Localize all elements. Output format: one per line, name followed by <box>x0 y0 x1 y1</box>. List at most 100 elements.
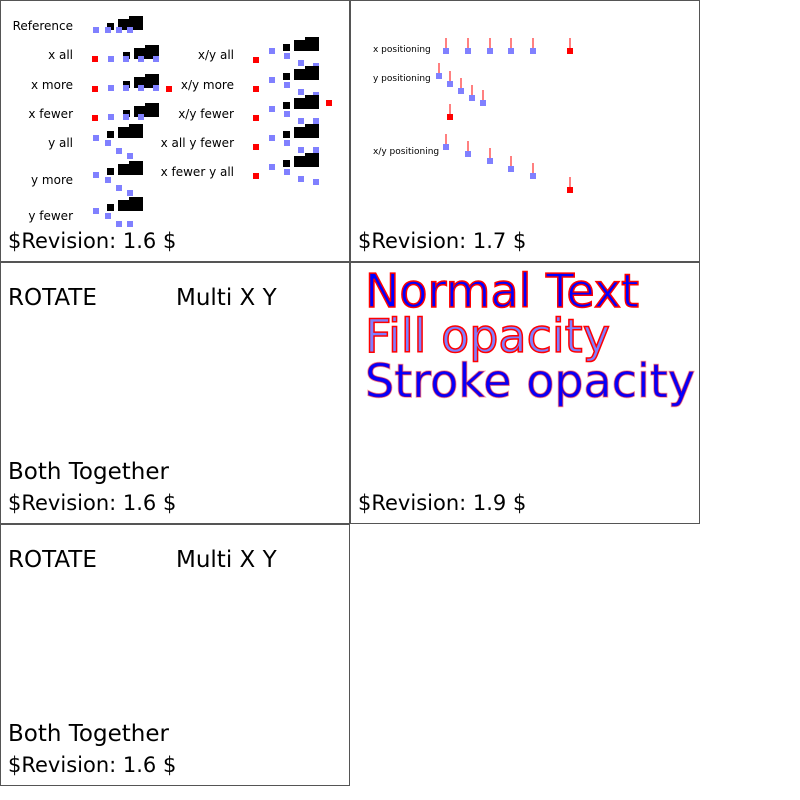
expected-marker <box>253 86 259 92</box>
position-marker <box>284 111 290 117</box>
position-marker <box>458 88 464 94</box>
position-marker <box>298 176 304 182</box>
glyph-square <box>118 200 129 211</box>
glyph-square <box>134 77 145 88</box>
expected-marker <box>567 187 573 193</box>
expected-marker <box>567 48 573 54</box>
glyph-square <box>294 40 305 51</box>
position-marker <box>138 56 144 62</box>
glyph-square <box>118 127 129 138</box>
glyph-square <box>283 73 290 80</box>
position-marker <box>123 56 129 62</box>
both-together-text: Both Together <box>8 459 169 485</box>
glyph-square <box>145 45 159 59</box>
stroke-opacity-text: Stroke opacity <box>365 354 695 408</box>
position-marker <box>465 48 471 54</box>
position-marker <box>530 173 536 179</box>
position-marker <box>138 114 144 120</box>
glyph-square <box>123 52 130 59</box>
position-marker <box>530 48 536 54</box>
label-xy-positioning: x/y positioning <box>373 147 439 157</box>
position-marker <box>443 144 449 150</box>
glyph-square <box>107 131 114 138</box>
glyph-square <box>134 48 145 59</box>
position-marker <box>105 177 111 183</box>
glyph-square <box>294 98 305 109</box>
glyph-square <box>145 103 159 117</box>
expected-marker <box>92 56 98 62</box>
label-y-fewer: y fewer <box>28 209 73 223</box>
label-x-all: x all <box>48 48 73 62</box>
glyph-square <box>118 164 129 175</box>
position-marker <box>436 73 442 79</box>
revision-label: $Revision: 1.9 $ <box>358 491 527 515</box>
position-marker <box>93 172 99 178</box>
revision-label: $Revision: 1.6 $ <box>8 491 177 515</box>
position-marker <box>108 114 114 120</box>
position-marker <box>298 118 304 124</box>
expected-marker <box>166 86 172 92</box>
revision-label: $Revision: 1.6 $ <box>8 229 177 253</box>
expected-marker <box>92 86 98 92</box>
position-marker <box>105 213 111 219</box>
revision-label: $Revision: 1.6 $ <box>8 753 177 777</box>
label-x-fewer: x fewer <box>28 107 73 121</box>
label-x-positioning: x positioning <box>373 45 431 55</box>
expected-marker <box>92 115 98 121</box>
glyph-square <box>118 19 129 30</box>
multi-xy-text: Multi X Y <box>176 285 277 311</box>
glyph-square <box>305 95 319 109</box>
expected-marker <box>253 173 259 179</box>
position-marker <box>508 166 514 172</box>
label-xy-fewer: x/y fewer <box>178 107 234 121</box>
test-panel-text-positioning: Reference x all x more x fewer y all y m… <box>0 0 350 262</box>
opacity-text-canvas: Normal Text Fill opacity Stroke opacity <box>364 263 696 409</box>
label-x-fewer-y-all: x fewer y all <box>161 165 234 179</box>
expected-marker <box>253 57 259 63</box>
position-marker <box>298 89 304 95</box>
position-marker <box>127 221 133 227</box>
position-marker <box>105 27 111 33</box>
glyph-positioning-canvas: Reference x all x more x fewer y all y m… <box>13 16 332 227</box>
position-marker <box>465 151 471 157</box>
test-panel-rotate-2: ROTATE Multi X Y Both Together $Revision… <box>0 524 350 786</box>
glyph-square <box>305 66 319 80</box>
position-marker <box>269 106 275 112</box>
glyph-square <box>305 37 319 51</box>
glyph-square <box>294 156 305 167</box>
position-marker <box>127 27 133 33</box>
position-marker <box>298 60 304 66</box>
expected-marker <box>253 144 259 150</box>
position-marker <box>298 147 304 153</box>
position-marker <box>469 95 475 101</box>
label-x-all-y-fewer: x all y fewer <box>161 136 234 150</box>
glyph-square <box>129 124 143 138</box>
expected-marker <box>326 100 332 106</box>
glyph-square <box>294 69 305 80</box>
label-xy-more: x/y more <box>181 78 234 92</box>
glyph-square <box>107 23 114 30</box>
glyph-square <box>129 197 143 211</box>
multi-xy-text: Multi X Y <box>176 547 277 573</box>
position-marker <box>138 85 144 91</box>
position-marker <box>313 118 319 124</box>
glyph-square <box>283 160 290 167</box>
glyph-square <box>107 204 114 211</box>
position-marker <box>153 56 159 62</box>
position-marker <box>487 158 493 164</box>
fill-opacity-text: Fill opacity <box>365 309 610 363</box>
expected-marker <box>253 115 259 121</box>
position-marker <box>116 221 122 227</box>
position-marker <box>487 48 493 54</box>
position-marker <box>127 153 133 159</box>
position-marker <box>269 48 275 54</box>
position-marker <box>93 208 99 214</box>
position-marker <box>447 81 453 87</box>
position-marker <box>284 82 290 88</box>
position-marker <box>480 100 486 106</box>
position-marker <box>269 135 275 141</box>
glyph-square <box>145 74 159 88</box>
position-marker <box>284 53 290 59</box>
position-marker <box>93 27 99 33</box>
position-marker <box>313 179 319 185</box>
